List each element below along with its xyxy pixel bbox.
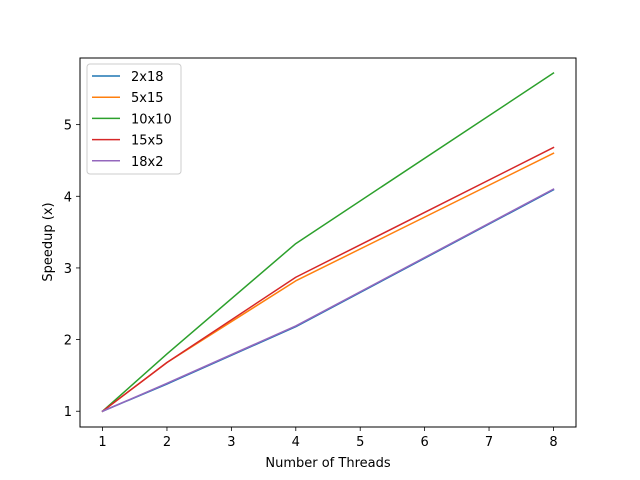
y-axis-label: Speedup (x) bbox=[41, 202, 56, 281]
x-tick-label: 5 bbox=[356, 435, 364, 450]
series-layer bbox=[101, 72, 555, 413]
legend-box bbox=[86, 63, 182, 175]
legend-label-15x5: 15x5 bbox=[131, 134, 164, 149]
y-tick-label: 5 bbox=[64, 119, 72, 134]
legend-label-18x2: 18x2 bbox=[131, 155, 164, 170]
x-axis-label: Number of Threads bbox=[265, 456, 390, 471]
y-tick-label: 3 bbox=[64, 262, 72, 277]
y-tick-label: 1 bbox=[64, 405, 72, 420]
x-axis: 1 2 3 4 5 6 7 8 bbox=[98, 427, 558, 450]
legend-label-2x18: 2x18 bbox=[131, 70, 164, 85]
x-tick-label: 3 bbox=[227, 435, 235, 450]
series-line-18x2 bbox=[101, 188, 555, 413]
plot-area-frame bbox=[79, 57, 577, 428]
axes-layer bbox=[79, 57, 577, 428]
series-line-15x5 bbox=[101, 146, 555, 413]
x-tick-label: 6 bbox=[420, 435, 428, 450]
x-tick-label: 4 bbox=[292, 435, 300, 450]
series-line-10x10 bbox=[101, 72, 555, 413]
legend-label-10x10: 10x10 bbox=[131, 112, 172, 127]
legend-label-5x15: 5x15 bbox=[131, 91, 164, 106]
x-tick-label: 1 bbox=[98, 435, 106, 450]
y-tick-label: 4 bbox=[64, 190, 72, 205]
x-tick-label: 2 bbox=[163, 435, 171, 450]
legend: 2x18 5x15 10x10 15x5 18x2 bbox=[86, 63, 182, 175]
x-tick-label: 8 bbox=[549, 435, 557, 450]
y-tick-label: 2 bbox=[64, 334, 72, 349]
series-line-5x15 bbox=[101, 152, 555, 413]
x-tick-label: 7 bbox=[485, 435, 493, 450]
y-axis: 1 2 3 4 5 bbox=[64, 119, 80, 420]
